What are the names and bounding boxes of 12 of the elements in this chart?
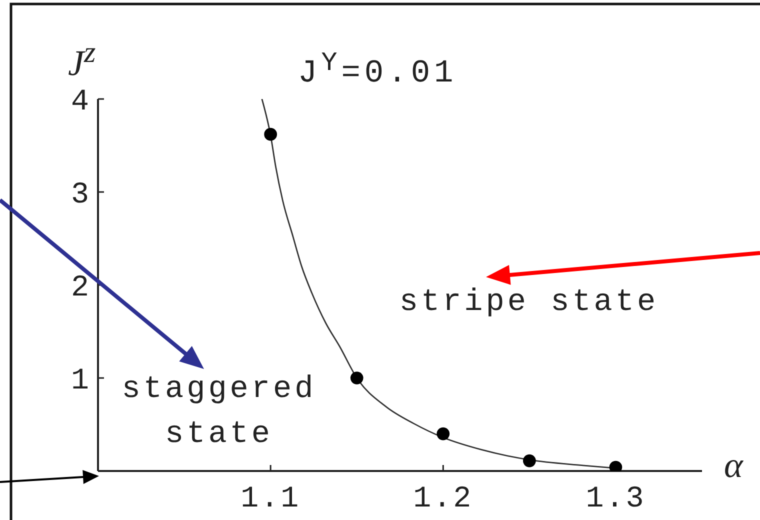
annotation: stripe state [398, 284, 660, 322]
y-tick-label: 1 [70, 364, 91, 399]
x-axis-title: α [724, 445, 743, 486]
x-tick-label: 1.3 [586, 482, 646, 516]
annotation: staggered state [120, 371, 318, 454]
x-tick-label: 1.1 [240, 482, 301, 516]
y-axis-title: J$^{z}$ [68, 36, 96, 84]
y-tick-label: 3 [70, 178, 91, 213]
x-tick-label: 1.2 [413, 482, 474, 516]
y-tick-label: 2 [70, 272, 91, 306]
y-tick-label: 4 [70, 86, 91, 120]
chart-title: J$^{Y}$=0.01 [298, 48, 458, 94]
